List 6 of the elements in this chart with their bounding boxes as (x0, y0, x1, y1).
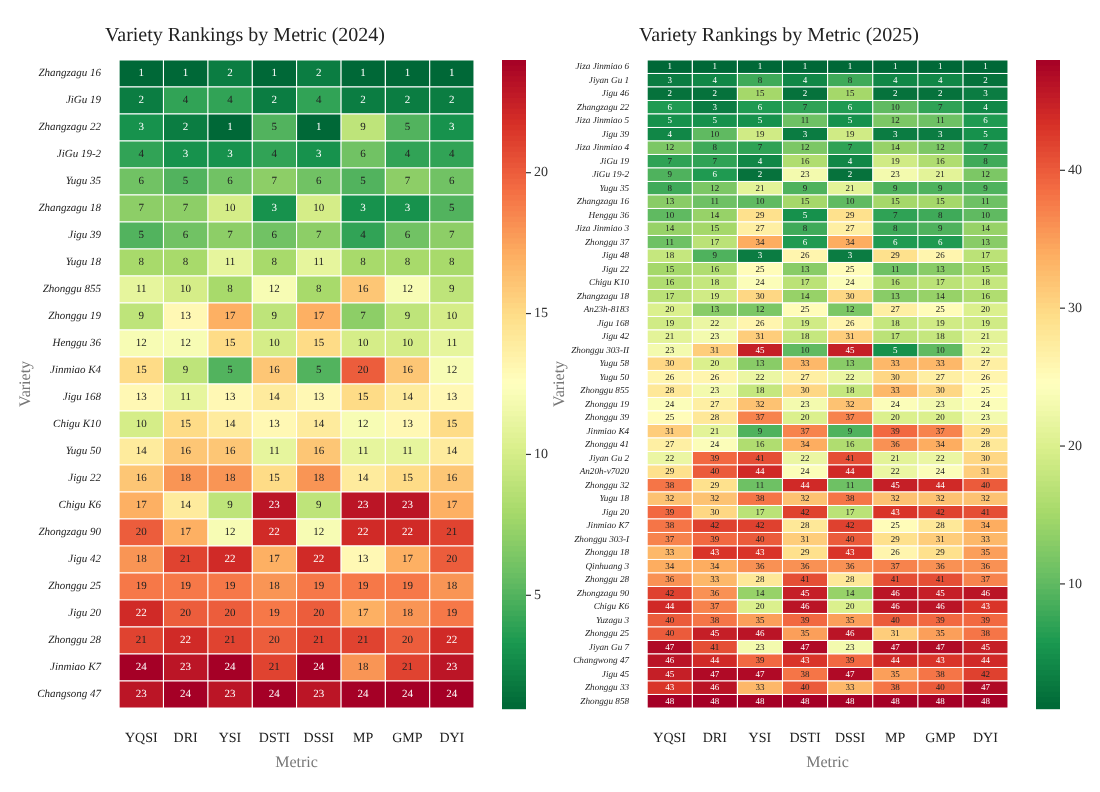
x-axis-title: Metric (275, 752, 319, 771)
y-axis-title: Variety (549, 360, 568, 408)
chart-title: Variety Rankings by Metric (2025) (639, 25, 919, 48)
chart-title: Variety Rankings by Metric (2024) (105, 25, 385, 48)
x-axis-title: Metric (806, 752, 850, 771)
y-axis-title: Variety (15, 360, 34, 408)
